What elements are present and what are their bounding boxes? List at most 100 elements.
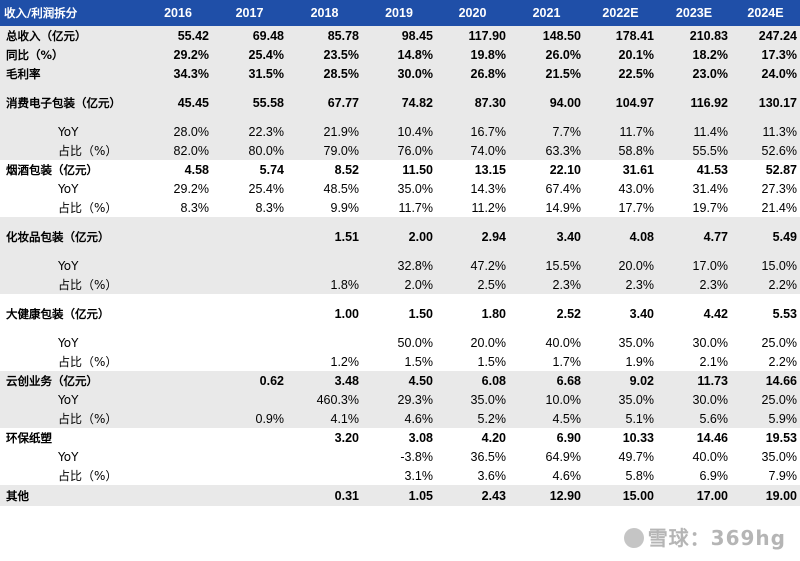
table-cell: 4.50 (362, 371, 436, 390)
table-cell: 1.50 (408, 306, 433, 321)
table-cell: 13.15 (474, 162, 506, 177)
table-cell: 11.3% (731, 122, 800, 141)
watermark-text: 雪球：369hg (647, 526, 786, 550)
table-cell: 1.51 (287, 217, 362, 256)
table-body: 总收入（亿元） 55.42 69.48 85.78 98.45 117.90 148.50 1… (0, 26, 800, 506)
table-cell: 28.0% (144, 122, 212, 141)
table-row: 毛利率 34.3% 31.5% 28.5% 30.0% 26.8% 21.5% 22.5% 23… (0, 64, 800, 83)
table-cell: 20.1% (584, 45, 657, 64)
watermark: 雪球：369hg (623, 522, 786, 551)
row-label: 云创业务（亿元） (0, 371, 144, 390)
table-row: YoY 32.8% 47.2% 15.5% 20.0% 17.0% 15.0% (0, 256, 800, 275)
table-row: YoY 29.2% 25.4% 48.5% 35.0% 14.3% 67.4% 43.0% 31… (0, 179, 800, 198)
table-cell: 80.0% (212, 141, 287, 160)
table-cell: 25.0% (731, 390, 800, 409)
table-cell: 76.0% (362, 141, 436, 160)
table-cell: 1.9% (625, 354, 655, 369)
table-cell: 43.0% (618, 181, 654, 196)
table-cell: 35.0% (761, 449, 797, 464)
table-cell: 6.08 (436, 371, 509, 390)
table-cell: 28.5% (287, 64, 362, 83)
table-cell: 35.0% (436, 390, 509, 409)
table-cell: 210.83 (657, 26, 731, 45)
table-cell: 63.3% (509, 141, 584, 160)
table-row: 化妆品包装（亿元） 1.51 2.00 2.94 3.40 4.08 4.77 5.49 (0, 217, 800, 256)
table-cell (212, 256, 287, 275)
table-row: 云创业务（亿元） 0.62 3.48 4.50 6.08 6.68 9.02 11.73 14.… (0, 371, 800, 390)
table-cell: 22.5% (584, 64, 657, 83)
table-cell: 25.4% (212, 45, 287, 64)
row-label: YoY (58, 449, 79, 464)
table-row: YoY 460.3% 29.3% 35.0% 10.0% 35.0% 30.0% 25.0% (0, 390, 800, 409)
table-cell: 5.8% (625, 468, 655, 483)
table-cell: 0.31 (287, 485, 362, 506)
table-row: 消费电子包装（亿元） 45.45 55.58 67.77 74.82 87.30 94.00… (0, 83, 800, 122)
table-cell: 74.82 (362, 83, 436, 122)
row-label: 占比（%） (0, 275, 144, 294)
table-cell: 14.46 (696, 430, 728, 445)
table-cell: 4.42 (703, 306, 728, 321)
table-cell (144, 447, 212, 466)
table-cell: 22.10 (549, 162, 581, 177)
table-cell: 5.74 (259, 162, 284, 177)
table-cell (144, 333, 212, 352)
row-label: 毛利率 (0, 64, 144, 83)
table-cell: 2.0% (362, 275, 436, 294)
table-cell: 30.0% (362, 64, 436, 83)
table-cell: 7.9% (768, 468, 798, 483)
table-cell: 9.9% (330, 200, 360, 215)
table-cell: 10.4% (362, 122, 436, 141)
table-cell: 11.50 (402, 162, 433, 177)
table-cell: 3.20 (334, 430, 359, 445)
table-cell (144, 371, 212, 390)
table-row: 占比（%） 0.9% 4.1% 4.6% 5.2% 4.5% 5.1% 5.6% 5.9% (0, 409, 800, 428)
table-cell: 19.53 (765, 430, 797, 445)
table-cell: 8.3% (255, 200, 285, 215)
table-row: 环保纸塑 3.20 3.08 4.20 6.90 10.33 14.46 19.53 (0, 428, 800, 447)
table-row: 烟酒包装（亿元） 4.58 5.74 8.52 11.50 13.15 22.10 31.61… (0, 160, 800, 179)
table-cell: 117.90 (436, 26, 509, 45)
table-cell: 22.3% (212, 122, 287, 141)
table-cell: 29.3% (362, 390, 436, 409)
table-cell: 17.3% (731, 45, 800, 64)
table-cell: 2.52 (556, 306, 581, 321)
table-cell: 11.7% (398, 200, 433, 215)
table-cell: 19.00 (731, 485, 800, 506)
table-cell: 15.0% (731, 256, 800, 275)
table-row: 大健康包装（亿元） 1.00 1.50 1.80 2.52 3.40 4.42 5.53 (0, 294, 800, 333)
table-cell: 49.7% (618, 449, 654, 464)
table-cell: 30.0% (692, 335, 728, 350)
table-cell: 10.33 (622, 430, 654, 445)
table-cell: 32.8% (362, 256, 436, 275)
table-cell (144, 275, 212, 294)
table-cell: 3.48 (287, 371, 362, 390)
table-row: 占比（%） 8.3% 8.3% 9.9% 11.7% 11.2% 14.9% 17.7% 19.… (0, 198, 800, 217)
header-year: 2020 (436, 0, 509, 26)
table-cell: 48.5% (323, 181, 359, 196)
table-cell: 148.50 (509, 26, 584, 45)
table-cell: 1.5% (477, 354, 507, 369)
table-cell: -3.8% (400, 449, 433, 464)
snowball-logo-icon (623, 528, 644, 548)
table-cell: 14.8% (362, 45, 436, 64)
table-cell: 15.00 (584, 485, 657, 506)
table-cell: 178.41 (584, 26, 657, 45)
table-cell: 23.5% (287, 45, 362, 64)
table-cell: 26.0% (509, 45, 584, 64)
table-cell: 460.3% (287, 390, 362, 409)
table-cell: 55.42 (144, 26, 212, 45)
table-cell (144, 294, 212, 333)
header-year: 2019 (362, 0, 436, 26)
table-cell: 67.77 (287, 83, 362, 122)
table-cell (287, 447, 362, 466)
table-cell (144, 390, 212, 409)
table-cell: 29.2% (173, 181, 209, 196)
row-label: YoY (0, 256, 144, 275)
row-label: YoY (0, 390, 144, 409)
row-label: 大健康包装（亿元） (6, 306, 110, 321)
table-cell: 4.5% (509, 409, 584, 428)
row-label: 总收入（亿元） (0, 26, 144, 45)
row-label: 占比（%） (0, 409, 144, 428)
table-cell: 69.48 (212, 26, 287, 45)
header-year: 2023E (657, 0, 731, 26)
